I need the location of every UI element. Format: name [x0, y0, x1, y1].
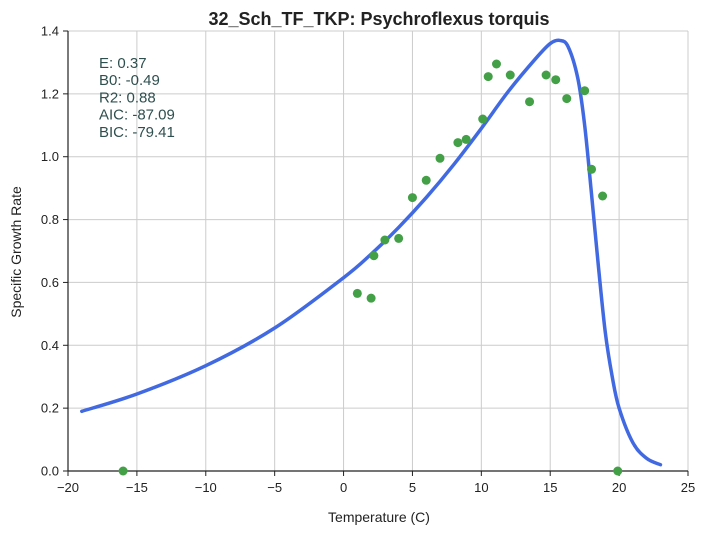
y-tick-label: 1.2	[41, 86, 59, 101]
y-axis-label: Specific Growth Rate	[8, 186, 24, 318]
y-tick-label: 0.0	[41, 464, 59, 479]
data-point	[491, 59, 501, 69]
x-tick-label: 5	[409, 480, 416, 495]
data-point	[587, 164, 597, 174]
data-point	[394, 233, 404, 243]
data-point	[580, 86, 590, 96]
series-layer	[80, 38, 663, 476]
fit-stat-bic: BIC: -79.41	[99, 124, 175, 141]
x-tick-label: 10	[474, 480, 488, 495]
data-point	[613, 466, 623, 476]
y-tick-label: 0.6	[41, 275, 59, 290]
fit-stat-r2: R2: 0.88	[99, 89, 156, 106]
chart-title: 32_Sch_TF_TKP: Psychroflexus torquis	[208, 9, 549, 29]
model-fit-line	[80, 38, 663, 467]
data-point	[551, 75, 561, 85]
data-point	[369, 251, 379, 261]
fit-stat-aic: AIC: -87.09	[99, 107, 175, 124]
y-tick-label: 0.8	[41, 212, 59, 227]
y-tick-label: 1.4	[41, 24, 59, 39]
y-tick-label: 0.2	[41, 401, 59, 416]
data-point	[505, 70, 515, 80]
x-axis-label: Temperature (C)	[328, 509, 430, 525]
data-point	[118, 466, 128, 476]
x-tick-label: −15	[126, 480, 148, 495]
fit-stat-b0: B0: -0.49	[99, 72, 160, 89]
data-point	[562, 94, 572, 104]
y-tick-label: 0.4	[41, 338, 59, 353]
data-point	[598, 191, 608, 201]
fit-stat-e: E: 0.37	[99, 55, 147, 72]
data-point	[435, 153, 445, 163]
x-tick-label: 20	[612, 480, 626, 495]
x-tick-label: 15	[543, 480, 557, 495]
y-tick-label: 1.0	[41, 149, 59, 164]
data-point	[525, 97, 535, 107]
x-tick-label: −20	[57, 480, 79, 495]
data-point	[461, 134, 471, 144]
data-point	[421, 175, 431, 185]
x-tick-label: 25	[681, 480, 695, 495]
x-tick-label: 0	[340, 480, 347, 495]
data-point	[541, 70, 551, 80]
data-point	[453, 138, 463, 148]
data-point	[407, 193, 417, 203]
axes-layer: −20 −15 −10 −5 0 5 10 15 20 25 0.0 0.2 0.4 0.6 0.8 1.0 1…	[41, 24, 695, 496]
data-point	[483, 72, 493, 82]
data-point	[366, 293, 376, 303]
x-tick-label: −5	[267, 480, 282, 495]
data-point	[380, 235, 390, 245]
data-point	[352, 288, 362, 298]
x-tick-label: −10	[195, 480, 217, 495]
grid-layer	[68, 30, 689, 471]
data-point	[478, 114, 488, 124]
